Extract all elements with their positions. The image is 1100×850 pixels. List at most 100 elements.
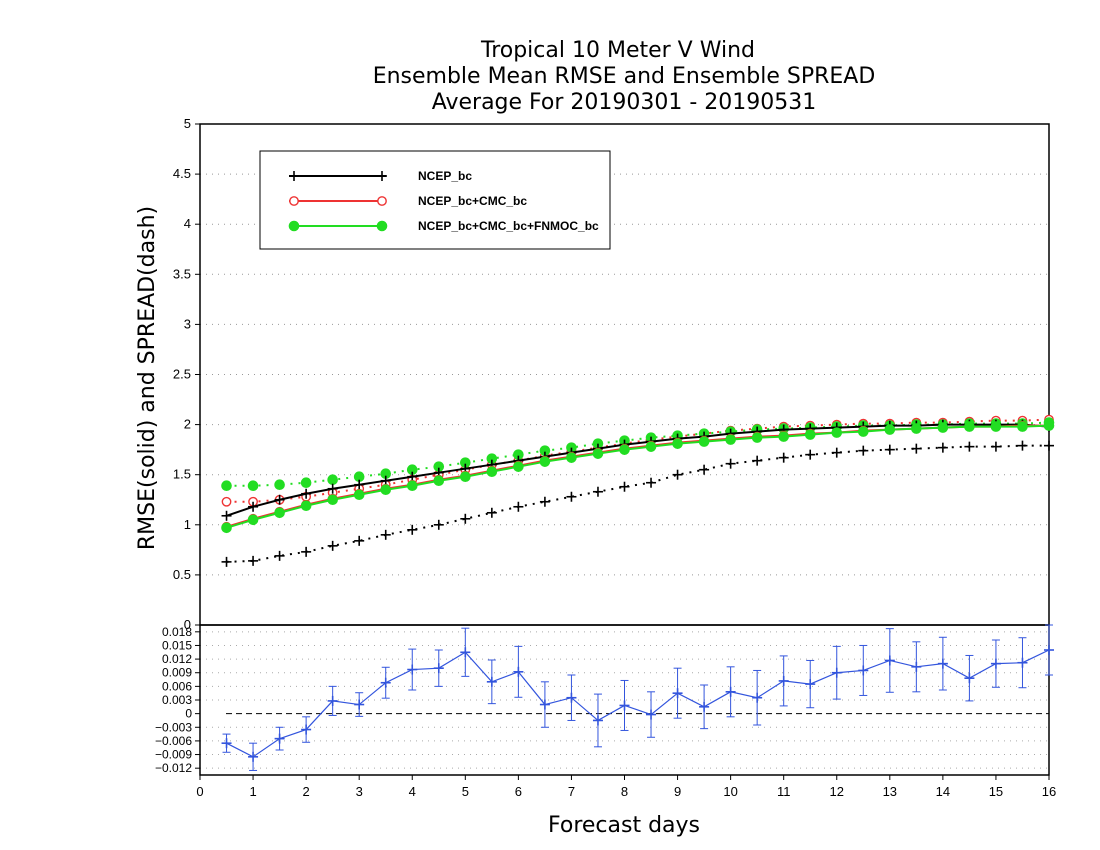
plus-marker xyxy=(911,661,922,672)
filled-circle-marker xyxy=(751,432,763,443)
x-tick-label: 5 xyxy=(462,784,469,799)
plus-marker xyxy=(248,555,259,566)
filled-circle-marker xyxy=(460,471,471,483)
diff-y-tick-label: 0.009 xyxy=(162,666,192,680)
filled-circle-marker xyxy=(221,522,232,534)
plus-marker xyxy=(831,447,842,458)
filled-circle-marker xyxy=(831,427,843,438)
filled-circle-marker xyxy=(380,484,392,496)
x-tick-label: 15 xyxy=(989,784,1003,799)
filled-circle-marker xyxy=(672,438,683,449)
filled-circle-marker xyxy=(300,477,312,489)
plus-marker xyxy=(327,695,338,706)
diff-y-tick-label: 0.018 xyxy=(162,625,192,639)
filled-circle-marker xyxy=(619,444,630,455)
plus-marker xyxy=(672,688,683,699)
filled-circle-marker xyxy=(804,429,816,440)
diff-y-tick-label: −0.006 xyxy=(155,734,192,748)
filled-circle-marker xyxy=(539,456,551,467)
plus-marker xyxy=(380,529,391,540)
diff-y-ticks: −0.012−0.009−0.006−0.00300.0030.0060.009… xyxy=(155,625,200,775)
filled-circle-marker xyxy=(221,480,232,492)
plus-marker xyxy=(619,481,630,492)
filled-circle-marker xyxy=(327,494,338,506)
x-tick-label: 4 xyxy=(409,784,416,799)
plus-marker xyxy=(486,676,497,687)
plus-marker xyxy=(460,647,471,658)
x-tick-label: 1 xyxy=(249,784,256,799)
main-y-tick-label: 1.5 xyxy=(173,467,191,482)
plus-marker xyxy=(407,524,418,535)
diff-panel-grid xyxy=(200,631,1049,769)
x-tick-label: 6 xyxy=(515,784,522,799)
x-tick-label: 16 xyxy=(1042,784,1056,799)
diff-line xyxy=(226,649,1050,758)
series-line xyxy=(226,418,1050,503)
filled-circle-marker xyxy=(1017,421,1028,432)
main-y-tick-label: 4.5 xyxy=(173,166,191,181)
open-circle-marker xyxy=(377,196,387,206)
filled-circle-marker xyxy=(486,466,498,477)
plus-marker xyxy=(248,501,259,512)
filled-circle-marker xyxy=(645,441,657,452)
title-line-3: Average For 20190301 - 20190531 xyxy=(432,90,817,115)
main-y-tick-label: 3 xyxy=(184,316,191,331)
plus-marker xyxy=(301,724,312,735)
x-tick-label: 8 xyxy=(621,784,628,799)
plus-marker xyxy=(327,540,338,551)
series-rmse-0 xyxy=(221,419,1054,521)
plus-marker xyxy=(937,442,948,453)
x-tick-label: 3 xyxy=(356,784,363,799)
filled-circle-marker xyxy=(247,514,259,526)
open-circle-marker xyxy=(221,496,232,507)
plus-marker xyxy=(566,692,577,703)
x-tick-label: 11 xyxy=(777,784,791,799)
legend-item: NCEP_bc+CMC_bc+FNMOC_bc xyxy=(288,219,599,233)
diff-y-tick-label: −0.012 xyxy=(155,761,192,775)
plus-marker xyxy=(221,510,232,521)
open-circle-marker xyxy=(289,196,299,206)
plus-marker xyxy=(752,455,763,466)
plus-marker xyxy=(221,556,232,567)
main-series-layer xyxy=(221,414,1055,567)
plus-marker xyxy=(377,171,387,181)
filled-circle-marker xyxy=(964,421,975,432)
series-rmse-2 xyxy=(221,420,1054,532)
x-tick-label: 9 xyxy=(674,784,681,799)
plus-marker xyxy=(805,679,816,690)
filled-circle-marker xyxy=(406,480,418,492)
series-rmse-4 xyxy=(221,420,1055,534)
plus-marker xyxy=(274,550,285,561)
filled-circle-marker xyxy=(327,474,338,486)
legend-item: NCEP_bc xyxy=(289,169,472,183)
plus-marker xyxy=(513,666,524,677)
filled-circle-marker xyxy=(990,421,1002,432)
main-y-tick-label: 4 xyxy=(184,216,191,231)
plus-marker xyxy=(937,658,948,669)
plus-marker xyxy=(699,464,710,475)
plus-marker xyxy=(646,477,657,488)
plus-marker xyxy=(858,445,869,456)
series-line xyxy=(226,423,1050,517)
plus-marker xyxy=(1044,440,1054,451)
diff-series-layer xyxy=(221,624,1054,771)
diff-y-tick-label: 0 xyxy=(185,707,192,721)
legend-label: NCEP_bc+CMC_bc xyxy=(418,194,527,208)
plus-marker xyxy=(539,699,550,710)
filled-circle-marker xyxy=(857,426,869,437)
series-line xyxy=(226,421,1050,487)
filled-circle-marker xyxy=(1043,420,1055,431)
filled-circle-marker xyxy=(698,436,710,447)
x-tick-label: 12 xyxy=(830,784,844,799)
filled-circle-marker xyxy=(300,500,312,512)
main-y-tick-label: 5 xyxy=(184,116,191,131)
legend-label: NCEP_bc+CMC_bc+FNMOC_bc xyxy=(418,219,599,233)
filled-circle-marker xyxy=(247,480,259,492)
plus-marker xyxy=(699,701,710,712)
plus-marker xyxy=(911,443,922,454)
legend: NCEP_bc NCEP_bc+CMC_bc NCEP_bc+CMC_bc+FNMO… xyxy=(259,150,611,250)
chart-title: Tropical 10 Meter V Wind Ensemble Mean R… xyxy=(373,38,876,115)
x-tick-label: 13 xyxy=(883,784,897,799)
plus-marker xyxy=(752,692,763,703)
